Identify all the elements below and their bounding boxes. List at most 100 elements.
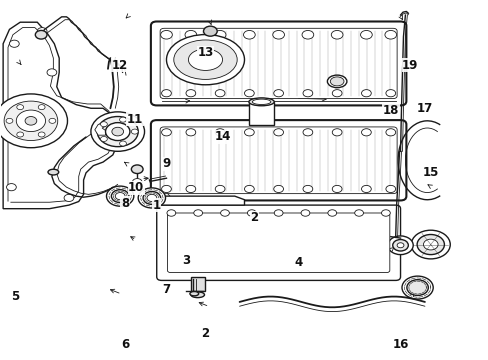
- Circle shape: [361, 185, 370, 193]
- Circle shape: [215, 185, 224, 193]
- Circle shape: [274, 210, 283, 216]
- Text: 17: 17: [416, 102, 432, 115]
- Circle shape: [381, 210, 389, 216]
- Circle shape: [273, 129, 283, 136]
- Circle shape: [215, 129, 224, 136]
- Circle shape: [193, 210, 202, 216]
- Circle shape: [303, 129, 312, 136]
- Circle shape: [147, 194, 157, 202]
- Circle shape: [406, 280, 427, 296]
- Circle shape: [387, 236, 412, 255]
- Circle shape: [327, 210, 336, 216]
- Bar: [190, 277, 204, 291]
- Text: 16: 16: [391, 338, 408, 351]
- Text: 3: 3: [182, 254, 190, 267]
- Circle shape: [9, 40, 19, 47]
- Text: 5: 5: [11, 290, 20, 303]
- Circle shape: [303, 185, 312, 193]
- FancyBboxPatch shape: [160, 127, 396, 194]
- Circle shape: [91, 112, 144, 151]
- Circle shape: [185, 129, 195, 136]
- Text: 15: 15: [422, 166, 438, 179]
- Text: 14: 14: [214, 130, 230, 144]
- Ellipse shape: [173, 40, 237, 80]
- Circle shape: [303, 90, 312, 97]
- Circle shape: [360, 31, 371, 39]
- Circle shape: [138, 188, 165, 208]
- Circle shape: [331, 185, 341, 193]
- Circle shape: [112, 127, 123, 136]
- FancyBboxPatch shape: [167, 213, 389, 273]
- Circle shape: [106, 186, 134, 206]
- Text: 12: 12: [112, 59, 128, 72]
- Circle shape: [132, 179, 142, 186]
- Polygon shape: [3, 22, 118, 209]
- Ellipse shape: [248, 98, 274, 106]
- Circle shape: [16, 110, 45, 132]
- Circle shape: [243, 31, 255, 39]
- Text: 8: 8: [121, 197, 129, 210]
- Circle shape: [4, 101, 58, 140]
- Circle shape: [220, 210, 229, 216]
- Circle shape: [392, 239, 407, 251]
- Circle shape: [160, 31, 172, 39]
- Ellipse shape: [327, 75, 346, 87]
- Circle shape: [64, 194, 74, 202]
- Circle shape: [17, 105, 23, 110]
- Circle shape: [47, 69, 57, 76]
- Circle shape: [244, 129, 254, 136]
- Circle shape: [111, 190, 129, 203]
- Circle shape: [49, 118, 56, 123]
- Circle shape: [101, 122, 107, 127]
- Circle shape: [143, 192, 160, 204]
- Text: 4: 4: [293, 256, 302, 269]
- Text: 1: 1: [152, 199, 161, 212]
- Circle shape: [330, 31, 342, 39]
- Bar: [249, 102, 273, 125]
- FancyBboxPatch shape: [151, 22, 406, 105]
- Ellipse shape: [190, 292, 204, 298]
- Circle shape: [131, 129, 138, 134]
- Circle shape: [185, 185, 195, 193]
- Circle shape: [385, 185, 395, 193]
- Circle shape: [331, 129, 341, 136]
- Circle shape: [120, 117, 126, 122]
- Circle shape: [385, 90, 395, 97]
- Circle shape: [214, 31, 225, 39]
- Circle shape: [331, 90, 341, 97]
- Text: 19: 19: [401, 59, 418, 72]
- Circle shape: [38, 105, 45, 110]
- Circle shape: [273, 90, 283, 97]
- Circle shape: [401, 276, 432, 299]
- FancyBboxPatch shape: [157, 205, 400, 280]
- Circle shape: [25, 117, 37, 125]
- Circle shape: [247, 210, 256, 216]
- Text: 9: 9: [162, 157, 170, 170]
- Polygon shape: [95, 123, 105, 135]
- Circle shape: [410, 230, 449, 259]
- Circle shape: [273, 185, 283, 193]
- Circle shape: [244, 90, 254, 97]
- Circle shape: [166, 210, 175, 216]
- Circle shape: [184, 31, 196, 39]
- Circle shape: [38, 132, 45, 137]
- Circle shape: [105, 123, 130, 140]
- FancyBboxPatch shape: [151, 120, 406, 201]
- Circle shape: [17, 132, 23, 137]
- Circle shape: [161, 129, 171, 136]
- Circle shape: [361, 129, 370, 136]
- FancyBboxPatch shape: [160, 28, 396, 99]
- Polygon shape: [161, 196, 244, 205]
- Circle shape: [37, 28, 47, 35]
- Circle shape: [120, 141, 126, 146]
- Circle shape: [361, 90, 370, 97]
- Circle shape: [272, 31, 284, 39]
- Circle shape: [6, 184, 16, 191]
- Circle shape: [115, 193, 125, 200]
- Circle shape: [161, 90, 171, 97]
- Circle shape: [161, 185, 171, 193]
- Ellipse shape: [252, 99, 270, 104]
- Text: 6: 6: [121, 338, 129, 351]
- Circle shape: [302, 31, 313, 39]
- Text: 7: 7: [162, 283, 170, 296]
